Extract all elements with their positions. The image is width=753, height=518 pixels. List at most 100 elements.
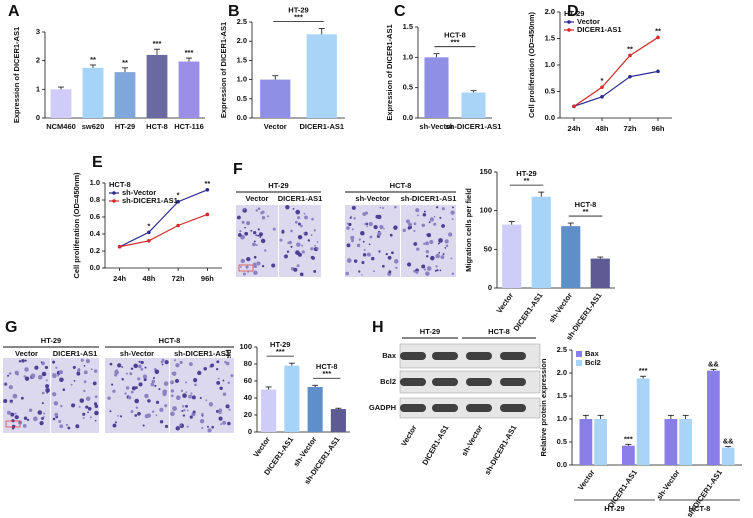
group-label: HCT-8 [159,336,181,345]
cell [159,420,164,424]
y-tick-label: 150 [479,167,492,176]
y-tick-label: 1.5 [545,33,555,42]
cell [219,386,223,391]
cell [155,414,158,417]
cell [138,382,143,387]
cell [121,366,124,368]
cell [37,374,43,380]
y-tick-label: 0.6 [90,212,100,221]
y-tick-label: 2.0 [237,36,247,45]
cell [415,270,419,274]
cell [171,371,175,376]
y-tick-label: 0.0 [403,113,413,122]
cell [372,270,375,273]
y-tick-label: 2 [36,56,40,65]
cell [253,255,257,259]
legend-label: DICER1-AS1 [577,25,622,34]
x-tick-label: HT-29 [115,122,135,131]
cell [52,392,57,397]
cell [292,207,295,210]
scale-bar [238,264,254,272]
cell [358,238,361,241]
cell [112,389,116,393]
bar [178,61,200,118]
cell [85,396,91,401]
significance: *** [185,48,194,57]
cell [79,398,85,403]
cell [24,376,30,381]
significance: && [723,437,734,446]
cell [199,397,202,400]
point [572,104,576,109]
bar [679,419,692,465]
bracket-text: ** [524,176,530,185]
bracket-label: HCT-8 [316,362,338,371]
cell [45,384,50,389]
cell [227,421,231,426]
y-tick-label: 50 [484,244,492,253]
x-tick-label: 24h [113,274,126,283]
cell [216,360,220,364]
cell [220,423,223,426]
y-tick-label: 0.5 [237,94,247,103]
cell [297,216,301,220]
cell [286,250,290,253]
cell [154,384,157,387]
y-axis-label: Expression of DICER1-AS1 [219,22,228,118]
cell [360,231,365,236]
cell [211,425,214,429]
cell [256,261,261,266]
cell [87,406,92,411]
cell [144,366,147,369]
point [600,95,604,99]
cell [242,272,246,276]
cell [428,221,431,224]
cell [4,383,7,386]
cell [82,416,85,419]
cell [18,360,22,363]
cell [253,264,258,269]
cell [162,392,167,397]
cell [350,235,355,240]
cell [39,421,44,426]
cell [43,415,45,418]
group-label: HCT-8 [488,327,510,336]
cell [439,216,442,219]
bar [636,378,650,465]
cell [60,404,63,408]
group-label: HT-29 [604,504,624,513]
y-axis-label: Cell proliferation (OD=450nm) [527,11,536,118]
cell [174,378,180,383]
cell [134,414,138,417]
cell [20,396,24,400]
cell [260,211,264,215]
scale-bar [5,420,21,428]
cell [8,385,13,390]
cell [7,374,10,377]
cell [83,389,86,393]
y-tick-label: 2.0 [557,368,567,377]
cell [125,372,128,375]
cell [138,360,141,363]
cell [296,264,300,268]
cell [24,367,29,372]
y-tick-label: 0.2 [90,246,100,255]
legend-swatch [576,351,582,357]
bar [664,419,678,465]
cell [190,392,193,395]
cell [272,227,276,231]
point [176,223,180,228]
y-tick-label: 2.5 [557,345,567,354]
legend-title: HCT-8 [109,180,131,189]
cell [181,410,184,412]
y-tick-label: 20 [244,410,252,419]
cell [413,242,418,246]
cell [37,410,43,415]
cell [32,416,38,422]
cell [172,406,177,411]
cell [14,415,19,420]
cell [140,360,144,365]
cell [207,428,212,433]
cell [164,360,169,365]
legend-marker [567,28,571,32]
